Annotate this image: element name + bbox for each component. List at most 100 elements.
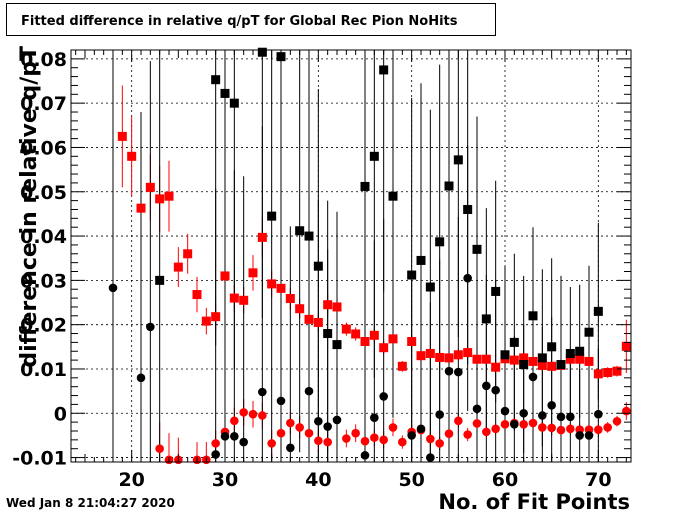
y-tick-label: 0.04 (20, 226, 67, 248)
square-marker (584, 327, 594, 337)
square-marker (463, 204, 473, 214)
square-marker (547, 342, 557, 352)
square-marker (360, 337, 370, 347)
grid (71, 50, 631, 462)
data-points (108, 47, 631, 465)
square-marker (444, 181, 454, 191)
square-marker (155, 194, 165, 204)
square-marker (145, 182, 155, 192)
circle-marker (230, 416, 239, 426)
circle-marker (276, 396, 286, 406)
square-marker (192, 290, 202, 300)
circle-marker (136, 373, 146, 383)
square-marker (575, 346, 585, 356)
square-marker (257, 232, 267, 242)
square-marker (537, 353, 547, 363)
circle-marker (146, 322, 155, 332)
circle-marker (435, 439, 444, 448)
square-marker (472, 244, 482, 254)
square-marker (491, 362, 501, 372)
circle-marker (108, 283, 118, 293)
circle-marker (547, 400, 556, 410)
square-marker (332, 302, 342, 312)
circle-marker (575, 431, 584, 440)
circle-marker (444, 366, 454, 376)
series-2-points (155, 47, 603, 370)
square-marker (463, 348, 473, 358)
circle-marker (612, 416, 622, 426)
circle-marker (472, 419, 482, 428)
circle-marker (463, 273, 472, 283)
circle-marker (239, 437, 248, 447)
circle-marker (351, 428, 360, 438)
circle-marker (230, 432, 239, 441)
square-marker (341, 324, 351, 334)
square-marker (248, 268, 258, 278)
x-tick-label: 40 (305, 469, 331, 491)
square-marker (369, 151, 379, 161)
circle-marker (444, 429, 454, 438)
square-marker (267, 279, 277, 289)
circle-marker (454, 416, 463, 426)
y-tick-label: -0.01 (12, 448, 67, 470)
axis-ticks (71, 49, 631, 462)
series-0-points (117, 131, 631, 379)
square-marker (276, 283, 286, 293)
circle-marker (360, 436, 370, 446)
square-marker (379, 65, 389, 75)
square-marker (220, 88, 230, 98)
circle-marker (379, 435, 388, 445)
circle-marker (472, 404, 482, 414)
square-marker (313, 317, 323, 327)
square-marker (481, 354, 491, 364)
circle-marker (286, 443, 295, 453)
square-marker (220, 271, 230, 281)
circle-marker (286, 418, 295, 428)
square-marker (285, 294, 295, 304)
circle-marker (314, 416, 323, 426)
circle-marker (594, 409, 603, 419)
x-tick-label: 70 (585, 469, 611, 491)
square-marker (416, 255, 426, 265)
timestamp: Wed Jan 8 21:04:27 2020 (6, 496, 175, 510)
square-marker (416, 351, 426, 361)
circle-marker (454, 367, 463, 377)
square-marker (453, 155, 463, 165)
square-marker (547, 361, 557, 371)
square-marker (267, 211, 277, 221)
circle-marker (622, 406, 631, 416)
circle-marker (416, 424, 426, 434)
circle-marker (211, 439, 220, 448)
square-marker (509, 337, 519, 347)
circle-marker (323, 422, 332, 431)
square-marker (565, 354, 575, 364)
circle-marker (332, 415, 342, 425)
square-marker (435, 352, 445, 362)
square-marker (519, 360, 529, 370)
y-tick-label: 0.05 (20, 182, 67, 204)
square-marker (528, 311, 538, 321)
square-marker (360, 181, 370, 191)
x-tick-label: 60 (492, 469, 518, 491)
circle-marker (482, 427, 491, 437)
circle-marker (528, 372, 538, 382)
circle-marker (258, 387, 267, 397)
square-marker (304, 314, 314, 324)
square-marker (444, 353, 454, 363)
circle-marker (211, 450, 220, 459)
title-box: Fitted difference in relative q/pT for G… (6, 3, 496, 36)
x-tick-label: 50 (398, 469, 424, 491)
square-marker (491, 286, 501, 296)
circle-marker (491, 424, 500, 434)
square-marker (425, 282, 435, 292)
square-marker (117, 131, 127, 141)
circle-marker (304, 428, 314, 438)
circle-marker (155, 444, 164, 454)
square-marker (388, 334, 398, 344)
square-marker (229, 293, 239, 303)
square-marker (612, 366, 622, 376)
square-marker (453, 350, 463, 360)
circle-marker (248, 409, 258, 419)
square-marker (509, 355, 519, 365)
